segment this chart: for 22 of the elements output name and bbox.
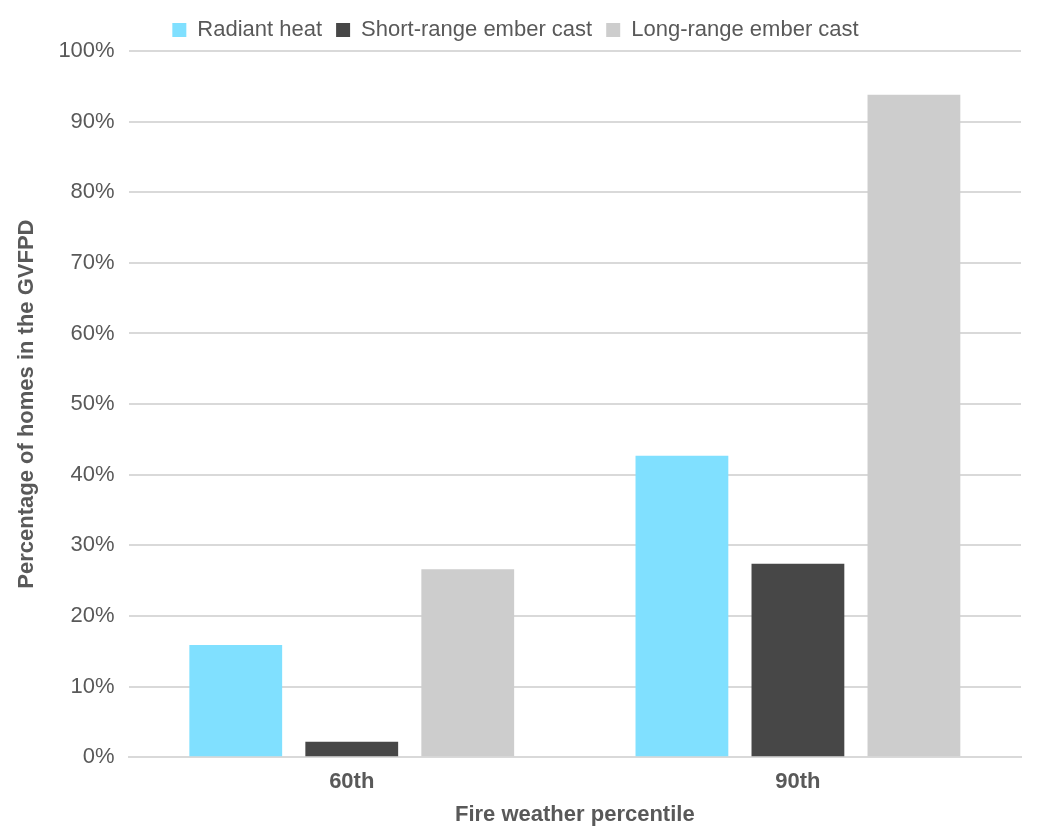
- bar: [189, 644, 283, 757]
- x-tick-label: 60th: [329, 768, 375, 794]
- y-axis-title: Percentage of homes in the GVFPD: [13, 219, 39, 589]
- y-tick-label: 80%: [70, 178, 115, 204]
- y-tick-label: 40%: [70, 460, 115, 486]
- y-tick-label: 30%: [70, 531, 115, 557]
- y-tick-label: 60%: [70, 319, 115, 345]
- y-tick-label: 20%: [70, 602, 115, 628]
- x-axis-title: Fire weather percentile: [455, 800, 695, 826]
- y-tick-label: 70%: [70, 248, 115, 274]
- y-tick-label: 90%: [70, 107, 115, 133]
- legend-label: Radiant heat: [197, 16, 323, 42]
- y-tick-label: 0%: [82, 743, 115, 769]
- bar: [751, 563, 845, 757]
- y-tick-label: 100%: [58, 37, 115, 63]
- y-tick-label: 50%: [70, 390, 115, 416]
- x-tick-label: 90th: [775, 768, 821, 794]
- y-tick-label: 10%: [70, 672, 115, 698]
- legend-label: Long-range ember cast: [631, 16, 859, 42]
- bar: [305, 741, 399, 757]
- bar: [635, 455, 729, 757]
- legend-label: Short-range ember cast: [361, 16, 593, 42]
